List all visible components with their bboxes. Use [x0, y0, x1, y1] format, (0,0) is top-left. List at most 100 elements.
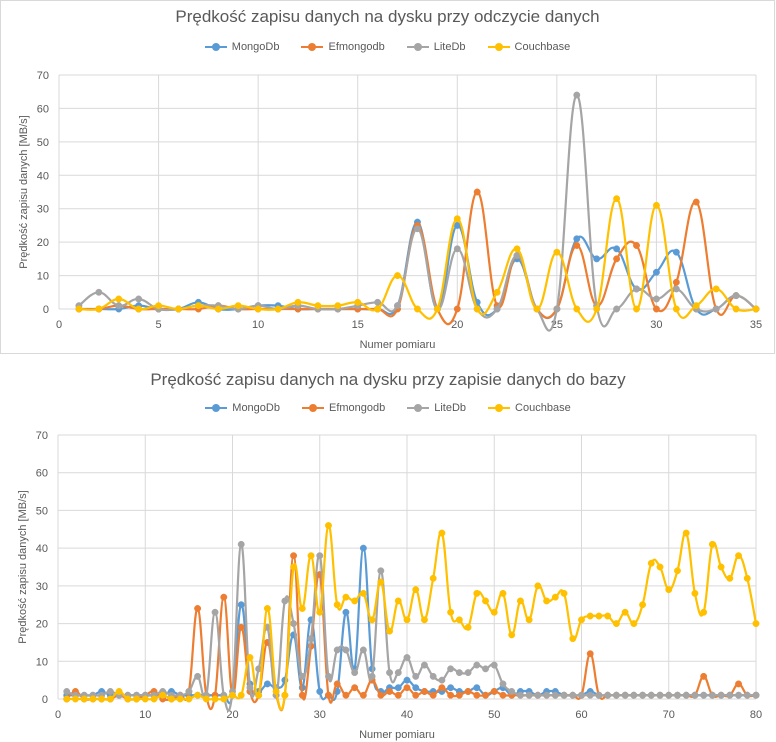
data-point	[553, 305, 561, 313]
data-point	[342, 646, 350, 654]
data-point	[533, 305, 541, 313]
x-tick-label: 20	[226, 709, 238, 721]
data-point	[374, 305, 382, 313]
data-point	[633, 305, 640, 313]
data-point	[211, 608, 219, 616]
x-tick-label: 15	[352, 319, 364, 331]
legend-label: Couchbase	[514, 41, 571, 53]
y-tick-label: 30	[36, 581, 48, 593]
data-point	[342, 593, 350, 601]
data-point	[732, 305, 740, 313]
data-point	[421, 661, 428, 669]
legend: MongoDb Efmongodb LiteDb Couchbase	[0, 402, 776, 414]
data-point	[229, 691, 236, 699]
y-tick-label: 0	[43, 304, 49, 316]
data-point	[351, 684, 359, 692]
legend-item: MongoDb	[205, 402, 280, 414]
y-tick-label: 10	[37, 271, 49, 283]
data-point	[95, 305, 103, 313]
data-point	[386, 669, 393, 677]
data-point	[490, 661, 498, 669]
x-tick-label: 80	[750, 709, 762, 721]
data-point	[220, 593, 228, 601]
data-point	[490, 688, 498, 695]
x-tick-label: 5	[156, 319, 162, 331]
data-point	[403, 654, 411, 661]
data-point	[438, 676, 446, 684]
data-point	[573, 91, 581, 99]
legend-item: Couchbase	[487, 41, 571, 53]
data-point	[621, 608, 629, 616]
x-tick-label: 30	[650, 319, 662, 331]
data-point	[438, 529, 446, 537]
data-point	[712, 305, 720, 313]
data-point	[386, 688, 393, 695]
data-point	[464, 669, 472, 677]
data-point	[700, 691, 708, 699]
data-point	[633, 242, 640, 249]
data-point	[464, 623, 472, 631]
data-point	[652, 305, 660, 313]
data-point	[473, 684, 481, 692]
data-point	[386, 627, 393, 635]
series-line	[66, 543, 756, 712]
y-tick-label: 0	[42, 694, 48, 706]
data-point	[98, 695, 106, 703]
data-point	[560, 691, 568, 699]
data-point	[412, 672, 420, 680]
data-point	[263, 680, 271, 688]
data-point	[586, 612, 594, 620]
y-tick-label: 20	[37, 237, 49, 249]
data-point	[150, 695, 158, 703]
y-tick-label: 50	[37, 137, 49, 149]
data-point	[708, 540, 716, 548]
y-tick-label: 60	[36, 468, 48, 480]
x-tick-label: 70	[663, 709, 675, 721]
data-point	[726, 691, 734, 699]
data-point	[394, 597, 402, 605]
data-point	[735, 691, 742, 699]
data-point	[691, 589, 699, 597]
data-point	[294, 298, 302, 306]
data-point	[464, 688, 472, 695]
data-point	[377, 578, 385, 586]
data-point	[672, 248, 680, 256]
data-point	[155, 302, 163, 310]
data-point	[412, 684, 420, 692]
data-point	[735, 680, 742, 688]
data-point	[159, 691, 167, 699]
data-point	[665, 586, 673, 594]
data-point	[414, 305, 421, 313]
data-point	[237, 601, 245, 609]
data-point	[708, 691, 716, 699]
data-point	[394, 302, 401, 310]
data-point	[374, 298, 382, 306]
data-point	[135, 295, 143, 303]
data-point	[141, 695, 149, 703]
data-point	[351, 669, 359, 677]
data-point	[647, 691, 655, 699]
legend-item: LiteDb	[407, 402, 466, 414]
data-point	[333, 646, 341, 654]
data-point	[237, 691, 245, 699]
data-point	[752, 620, 760, 628]
data-point	[95, 288, 103, 296]
data-point	[359, 544, 367, 552]
series-line	[78, 190, 757, 326]
data-point	[106, 688, 114, 695]
data-point	[72, 695, 79, 703]
data-point	[621, 691, 629, 699]
data-point	[493, 288, 501, 296]
data-point	[712, 285, 720, 293]
data-point	[314, 302, 322, 310]
legend-swatch	[487, 42, 510, 52]
legend-swatch	[407, 403, 430, 413]
legend-swatch	[204, 42, 227, 52]
data-point	[115, 688, 123, 695]
data-point	[682, 691, 690, 699]
series-mongodb	[63, 544, 760, 705]
data-point	[482, 597, 489, 605]
data-point	[403, 616, 411, 624]
series-efmongodb	[63, 552, 760, 712]
data-point	[473, 305, 481, 313]
